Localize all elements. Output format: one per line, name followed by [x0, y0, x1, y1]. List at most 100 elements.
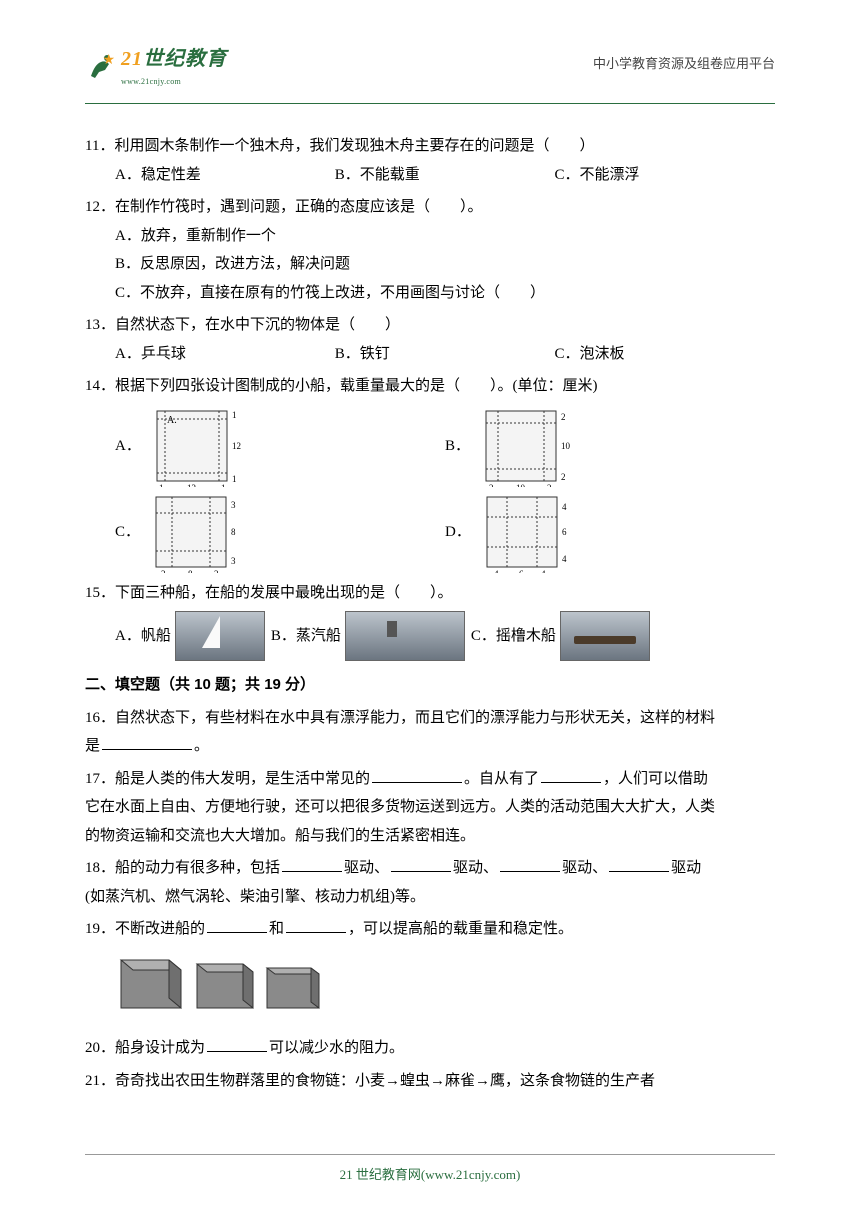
q14-opt-d: D． — [445, 518, 471, 547]
svg-text:6: 6 — [562, 527, 567, 537]
q14-opt-b: B． — [445, 432, 470, 461]
q19-p1: 不断改进船的 — [115, 921, 205, 937]
svg-text:4: 4 — [562, 502, 567, 512]
svg-text:8: 8 — [231, 527, 236, 537]
svg-text:3: 3 — [161, 569, 166, 573]
question-20: 20．船身设计成为可以减少水的阻力。 — [85, 1034, 775, 1063]
svg-text:3: 3 — [231, 500, 236, 510]
q12-stem: 在制作竹筏时，遇到问题，正确的态度应该是（ ）。 — [115, 199, 483, 215]
q15-num: 15． — [85, 585, 115, 601]
q14-diagram-d: 4 6 4 4 6 4 — [479, 493, 571, 573]
q16-blank[interactable] — [102, 734, 192, 751]
q14-diagram-b: 2 10 2 2 10 2 — [478, 407, 570, 487]
svg-text:1: 1 — [159, 483, 164, 487]
question-21: 21．奇奇找出农田生物群落里的食物链：小麦→蝗虫→麻雀→鹰，这条食物链的生产者 — [85, 1067, 775, 1096]
q12-num: 12． — [85, 199, 115, 215]
svg-text:8: 8 — [188, 569, 193, 573]
q18-num: 18． — [85, 860, 115, 876]
q20-blank[interactable] — [207, 1036, 267, 1053]
q17-p1: 船是人类的伟大发明，是生活中常见的 — [115, 771, 370, 787]
steamship-image — [345, 611, 465, 661]
question-17: 17．船是人类的伟大发明，是生活中常见的。自从有了，人们可以借助 它在水面上自由… — [85, 765, 775, 851]
q18-p3: 驱动、 — [453, 860, 498, 876]
q14-opt-c: C． — [115, 518, 140, 547]
svg-text:12: 12 — [232, 441, 241, 451]
q18-p6: (如蒸汽机、燃气涡轮、柴油引擎、核动力机组)等。 — [85, 889, 425, 905]
star-icon: ★ — [102, 48, 115, 75]
q17-blank-1[interactable] — [372, 766, 462, 783]
q19-p3: ，可以提高船的载重量和稳定性。 — [348, 921, 573, 937]
svg-text:1: 1 — [232, 410, 237, 420]
sailboat-image — [175, 611, 265, 661]
q11-opt-b: B．不能载重 — [335, 161, 555, 190]
question-14: 14．根据下列四张设计图制成的小船，载重量最大的是（ ）。(单位：厘米) A． … — [85, 372, 775, 573]
svg-text:2: 2 — [561, 472, 566, 482]
svg-text:2: 2 — [547, 483, 552, 487]
brand-text: 21世纪教育 www.21cnjy.com — [121, 40, 227, 89]
q14-opt-a: A． — [115, 432, 141, 461]
q13-opt-b: B．铁钉 — [335, 340, 555, 369]
q18-blank-3[interactable] — [500, 856, 560, 873]
page-footer: 21 世纪教育网(www.21cnjy.com) — [85, 1154, 775, 1188]
brand-main: 世纪教育 — [143, 48, 227, 70]
q15-opt-a: A．帆船 — [115, 622, 171, 651]
q13-opt-a: A．乒乓球 — [115, 340, 335, 369]
svg-text:12: 12 — [187, 483, 196, 487]
q21-num: 21． — [85, 1073, 115, 1089]
q18-blank-2[interactable] — [391, 856, 451, 873]
svg-text:2: 2 — [561, 412, 566, 422]
svg-text:4: 4 — [541, 569, 546, 573]
section-2-title: 二、填空题（共 10 题；共 19 分） — [85, 671, 775, 700]
q20-p2: 可以减少水的阻力。 — [269, 1040, 404, 1056]
footer-text: 21 世纪教育网(www.21cnjy.com) — [340, 1167, 521, 1182]
svg-text:10: 10 — [516, 483, 526, 487]
q17-p5: 的物资运输和交流也大大增加。船与我们的生活紧密相连。 — [85, 828, 475, 844]
q19-p2: 和 — [269, 921, 284, 937]
q19-boxes-image — [115, 950, 775, 1031]
q11-num: 11． — [85, 138, 114, 154]
q14-opt-c-cell: C． 3 8 3 3 8 3 — [115, 493, 445, 573]
q14-stem: 根据下列四张设计图制成的小船，载重量最大的是（ ）。(单位：厘米) — [115, 378, 598, 394]
q19-blank-1[interactable] — [207, 917, 267, 934]
q14-opt-b-cell: B． 2 10 2 2 10 2 — [445, 407, 775, 487]
question-13: 13．自然状态下，在水中下沉的物体是（ ） A．乒乓球 B．铁钉 C．泡沫板 — [85, 311, 775, 368]
q12-opt-c: C．不放弃，直接在原有的竹筏上改进，不用画图与讨论（ ） — [115, 279, 775, 308]
q12-opt-b: B．反思原因，改进方法，解决问题 — [115, 250, 775, 279]
q13-opt-c: C．泡沫板 — [555, 340, 775, 369]
runner-icon: ★ — [85, 50, 117, 80]
svg-text:1: 1 — [221, 483, 226, 487]
q11-opt-c: C．不能漂浮 — [555, 161, 775, 190]
q16-p1: 自然状态下，有些材料在水中具有漂浮能力，而且它们的漂浮能力与形状无关，这样的材料 — [115, 710, 715, 726]
q17-num: 17． — [85, 771, 115, 787]
q14-opt-d-cell: D． 4 6 4 4 6 4 — [445, 493, 775, 573]
q20-num: 20． — [85, 1040, 115, 1056]
page-header: ★ 21世纪教育 www.21cnjy.com 中小学教育资源及组卷应用平台 — [85, 40, 775, 95]
q14-num: 14． — [85, 378, 115, 394]
q19-blank-2[interactable] — [286, 917, 346, 934]
svg-text:6: 6 — [519, 569, 524, 573]
q14-opt-a-cell: A． 1 12 1 1 12 1 A. — [115, 407, 445, 487]
svg-text:10: 10 — [561, 441, 570, 451]
question-19: 19．不断改进船的 和 ，可以提高船的载重量和稳定性。 — [85, 915, 775, 1030]
question-15: 15．下面三种船，在船的发展中最晚出现的是（ ）。 A．帆船 B．蒸汽船 C．摇… — [85, 579, 775, 662]
question-12: 12．在制作竹筏时，遇到问题，正确的态度应该是（ ）。 A．放弃，重新制作一个 … — [85, 193, 775, 307]
q17-blank-2[interactable] — [541, 766, 601, 783]
q13-num: 13． — [85, 317, 115, 333]
svg-text:4: 4 — [494, 569, 499, 573]
wooden-boat-image — [560, 611, 650, 661]
q18-p2: 驱动、 — [344, 860, 389, 876]
svg-text:1: 1 — [232, 474, 237, 484]
q19-num: 19． — [85, 921, 115, 937]
q11-stem: 利用圆木条制作一个独木舟，我们发现独木舟主要存在的问题是（ ） — [114, 138, 594, 154]
brand-prefix: 21 — [121, 48, 143, 70]
q16-p3: 。 — [194, 738, 209, 754]
q18-blank-4[interactable] — [609, 856, 669, 873]
q18-blank-1[interactable] — [282, 856, 342, 873]
q12-opt-a: A．放弃，重新制作一个 — [115, 222, 775, 251]
q17-p4: 它在水面上自由、方便地行驶，还可以把很多货物运送到远方。人类的活动范围大大扩大，… — [85, 799, 715, 815]
svg-text:4: 4 — [562, 554, 567, 564]
q16-p2: 是 — [85, 738, 100, 754]
question-11: 11．利用圆木条制作一个独木舟，我们发现独木舟主要存在的问题是（ ） A．稳定性… — [85, 132, 775, 189]
svg-text:2: 2 — [489, 483, 494, 487]
q21-p1: 奇奇找出农田生物群落里的食物链：小麦→蝗虫→麻雀→鹰，这条食物链的生产者 — [115, 1073, 655, 1089]
